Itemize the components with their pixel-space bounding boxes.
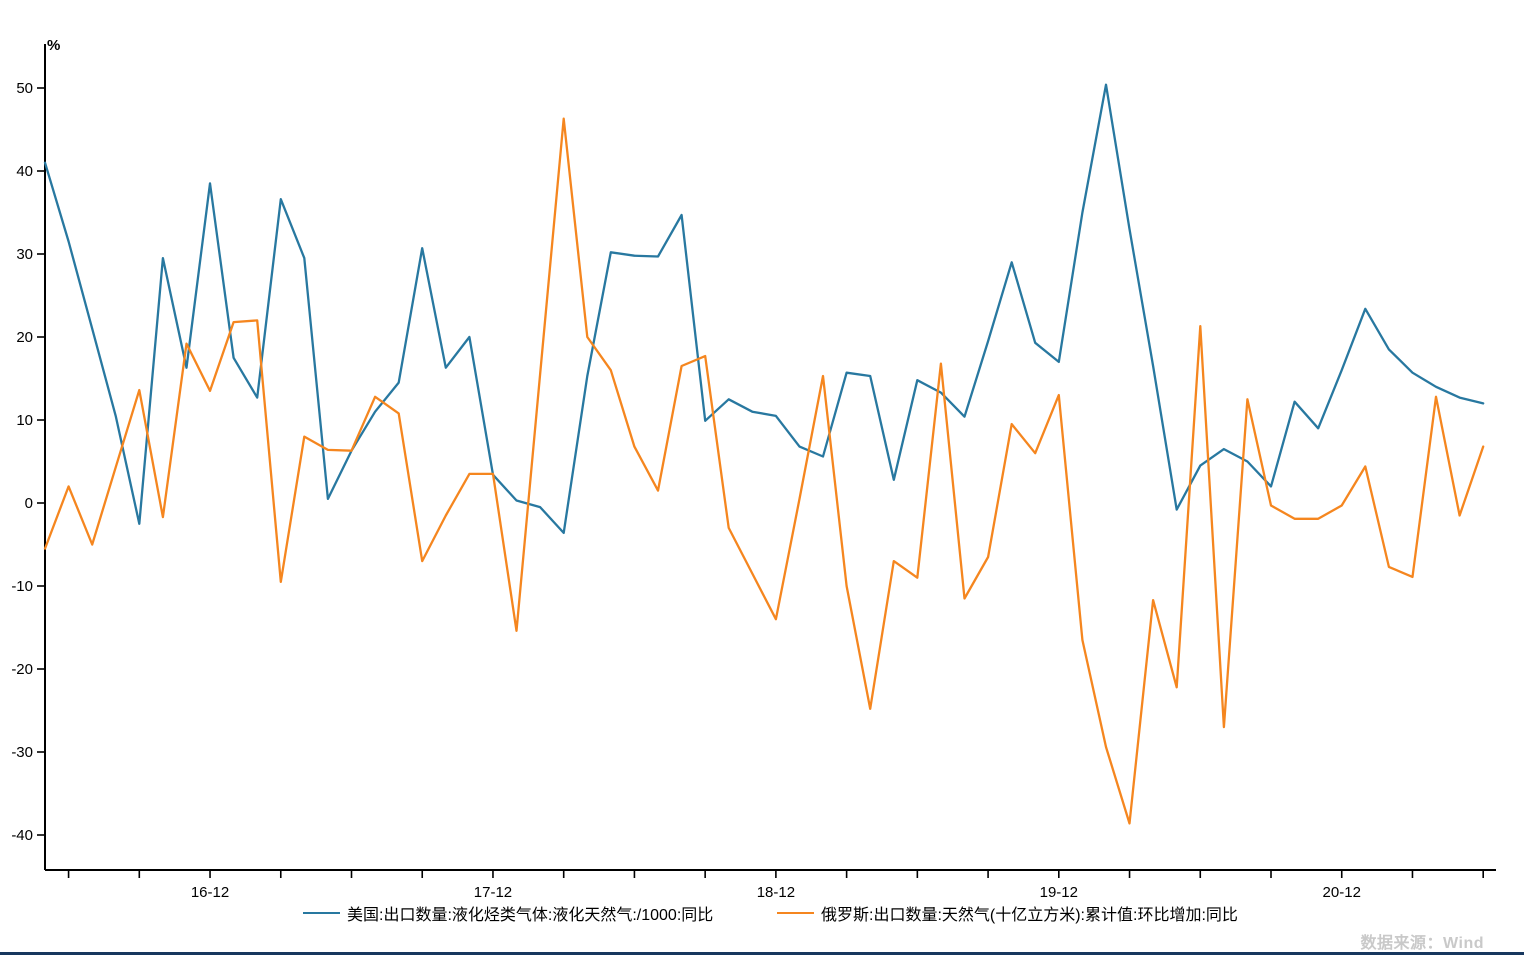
ru-series-line [43, 117, 1485, 825]
data-source-note: 数据来源：Wind [1360, 935, 1484, 952]
axes: % 50 40 30 20 10 0 -10 -20 -30 -40 16-12 17-12 18-12 1… [11, 37, 1496, 901]
y-tick-label: -40 [11, 827, 33, 844]
us-series-legend-label: 美国:出口数量:液化烃类气体:液化天然气:/1000:同比 [347, 907, 714, 924]
us-series-line [43, 83, 1485, 535]
y-tick-label: 0 [25, 495, 33, 512]
y-tick-label: -10 [11, 578, 33, 595]
x-tick-label: 20-12 [1323, 884, 1361, 901]
legend-item-ru: 俄罗斯:出口数量:天然气(十亿立方米):累计值:环比增加:同比 [777, 901, 1238, 925]
x-tick-label: 16-12 [191, 884, 229, 901]
x-tick-label: 19-12 [1040, 884, 1078, 901]
x-tick-label: 17-12 [474, 884, 512, 901]
x-tick-label: 18-12 [757, 884, 795, 901]
y-tick-label: 30 [16, 246, 33, 263]
chart-series [43, 83, 1485, 825]
ru-series-legend-label: 俄罗斯:出口数量:天然气(十亿立方米):累计值:环比增加:同比 [821, 907, 1238, 924]
legend: 美国:出口数量:液化烃类气体:液化天然气:/1000:同比 俄罗斯:出口数量:天… [0, 901, 1524, 927]
y-tick-label: 20 [16, 329, 33, 346]
y-tick-label: 10 [16, 412, 33, 429]
y-tick-label: -20 [11, 661, 33, 678]
ru-series-line-swatch [777, 912, 814, 914]
bottom-border-line [0, 952, 1524, 955]
legend-item-us: 美国:出口数量:液化烃类气体:液化天然气:/1000:同比 [303, 901, 713, 925]
y-tick-label: 50 [16, 80, 33, 97]
y-axis-unit-label: % [47, 37, 60, 54]
y-tick-label: 40 [16, 163, 33, 180]
y-tick-label: -30 [11, 744, 33, 761]
us-series-line-swatch [303, 912, 340, 914]
